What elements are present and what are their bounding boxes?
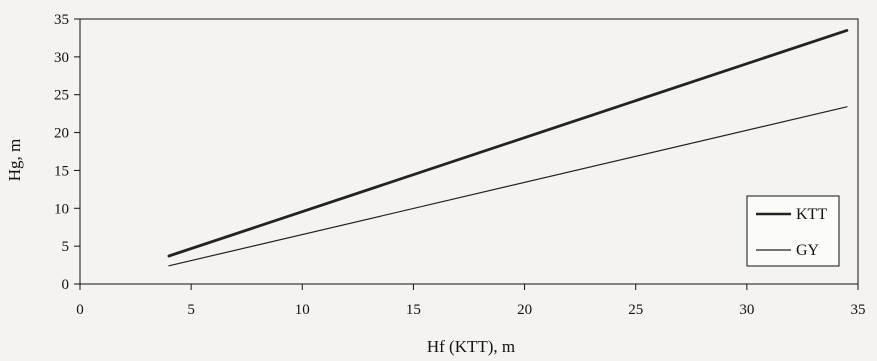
y-axis-title: Hg, m (5, 139, 24, 182)
y-tick-label: 30 (54, 50, 69, 66)
series-line-gy (168, 106, 848, 267)
x-tick-label: 30 (739, 302, 754, 318)
x-tick-label: 25 (628, 302, 643, 318)
y-tick-label: 15 (54, 163, 69, 179)
y-tick-label: 35 (54, 12, 69, 28)
y-tick-label: 5 (62, 239, 70, 255)
y-axis-ticks: 0 5 10 15 20 25 30 35 (54, 12, 80, 293)
x-axis-ticks: 0 5 10 15 20 25 30 35 (76, 284, 866, 318)
plot-area (79, 18, 859, 285)
series-layer (167, 28, 849, 267)
legend-label-ktt: KTT (796, 206, 827, 223)
y-tick-label: 20 (54, 126, 69, 142)
legend-box (746, 195, 840, 267)
x-tick-label: 20 (517, 302, 532, 318)
y-tick-label: 25 (54, 88, 69, 104)
x-tick-label: 0 (76, 302, 84, 318)
legend: KTT GY (746, 195, 840, 267)
plot-frame (79, 18, 859, 285)
x-tick-label: 10 (295, 302, 310, 318)
y-tick-label: 0 (62, 277, 70, 293)
x-tick-label: 15 (406, 302, 421, 318)
y-tick-label: 10 (54, 201, 69, 217)
x-axis-title: Hf (KTT), m (427, 337, 515, 356)
legend-label-gy: GY (796, 242, 820, 259)
x-tick-label: 5 (187, 302, 195, 318)
x-tick-label: 35 (851, 302, 866, 318)
series-line-ktt (167, 28, 849, 258)
